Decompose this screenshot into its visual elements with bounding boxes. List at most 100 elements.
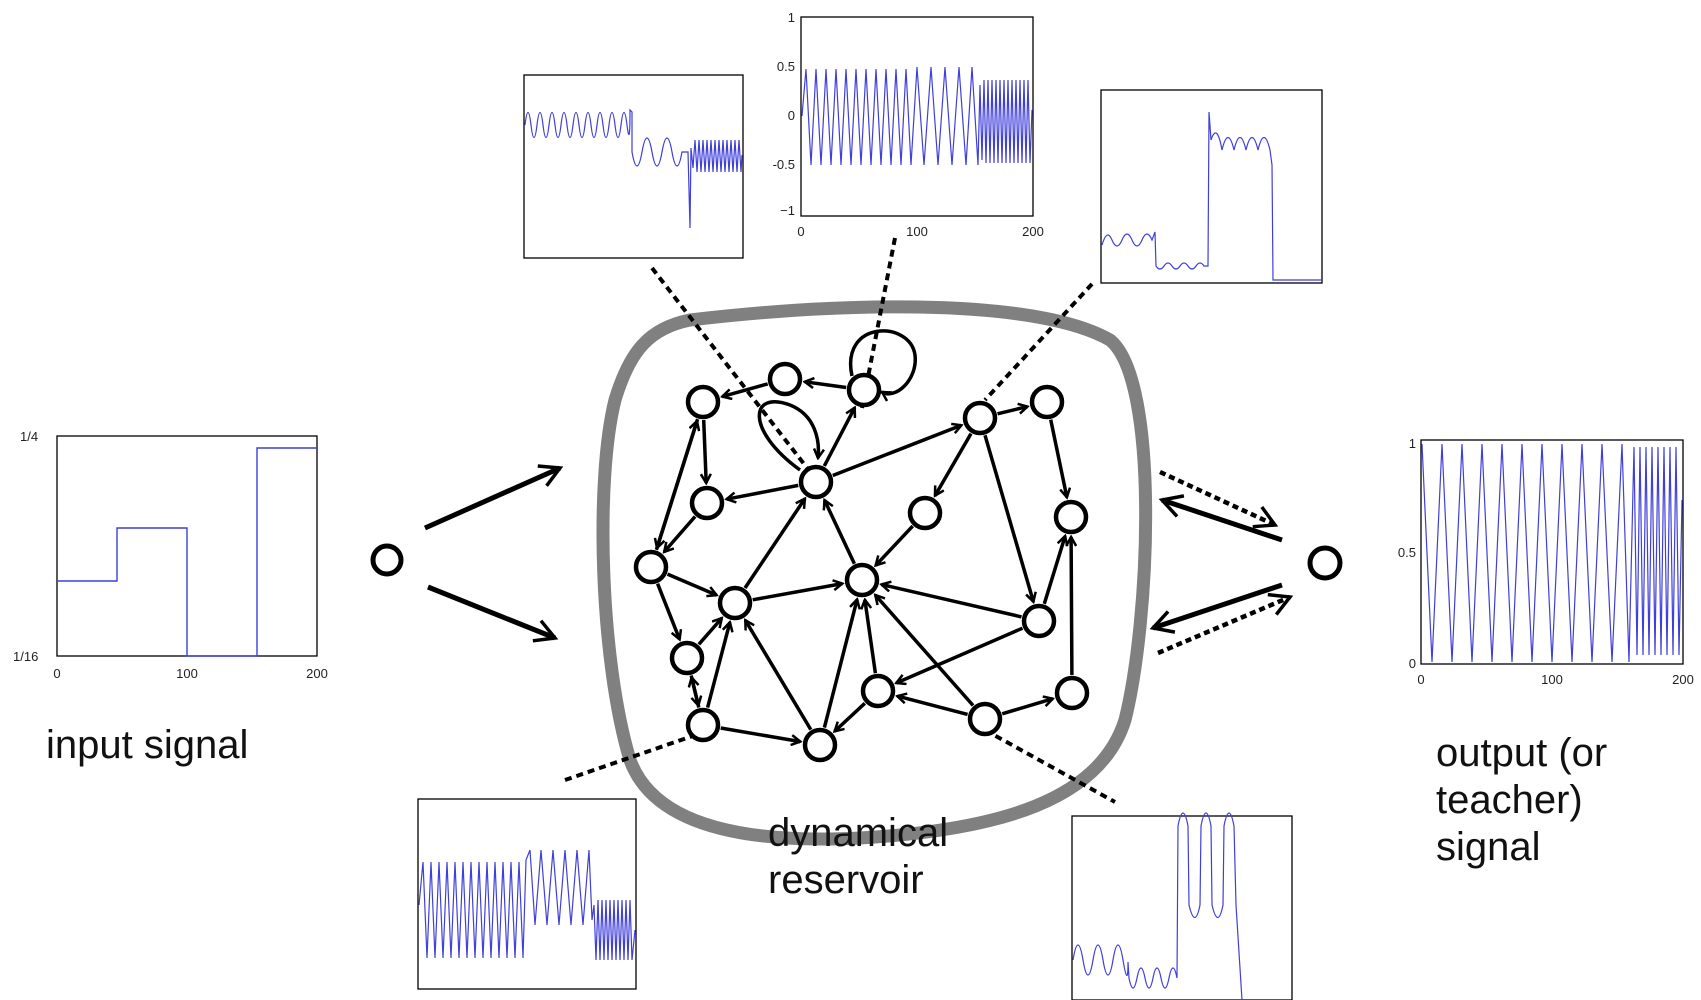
reservoir-neuron	[802, 727, 838, 763]
connection-arrow	[1042, 536, 1065, 605]
reservoir-neuron	[685, 707, 721, 743]
reservoir-neuron	[669, 640, 705, 676]
x-tick: 100	[906, 224, 928, 239]
y-tick: −1	[780, 203, 795, 218]
reservoir-neuron	[962, 400, 998, 436]
connection-arrow	[752, 584, 843, 602]
dynamical-reservoir-label: dynamical reservoir	[768, 810, 948, 904]
connection-arrow	[805, 382, 847, 390]
self-loop-arrow	[757, 400, 818, 472]
reservoir-neuron	[1029, 384, 1065, 420]
activation-trace	[418, 849, 636, 961]
x-tick: 0	[53, 666, 60, 681]
self-loop-arrow	[848, 329, 917, 394]
neuron-activation-plot-top-right	[1100, 89, 1323, 284]
connection-arrow	[720, 726, 801, 742]
input-neuron	[370, 543, 404, 577]
connection-arrow	[896, 626, 1024, 683]
reservoir-neuron	[767, 361, 803, 397]
x-tick: 100	[1541, 672, 1563, 687]
reservoir-neuron	[860, 673, 896, 709]
reservoir-neuron	[907, 495, 943, 531]
reservoir-neuron	[717, 585, 753, 621]
y-tick: 0.5	[777, 59, 795, 74]
input-arrow-lower	[427, 584, 559, 643]
y-tick: 0	[788, 108, 795, 123]
neuron-activation-plot-bottom-left	[417, 798, 637, 990]
reservoir-neuron	[633, 549, 669, 585]
neuron-activation-plot-bottom-right	[1071, 812, 1293, 1000]
x-tick: 200	[306, 666, 328, 681]
activation-trace	[524, 108, 743, 229]
y-tick: 1	[1409, 436, 1416, 451]
output-signal-label: output (or teacher) signal	[1436, 730, 1607, 872]
reservoir-to-output-arrow-lower	[1157, 592, 1294, 656]
reservoir-neuron	[1021, 603, 1057, 639]
input-arrow-upper	[423, 464, 564, 531]
output-label-line-1: output (or	[1436, 731, 1608, 775]
y-tick: 1/4	[20, 429, 38, 444]
connection-arrow	[822, 599, 857, 729]
activation-trace	[801, 66, 1033, 166]
reservoir-neuron	[689, 485, 725, 521]
connection-arrow	[654, 421, 697, 551]
reservoir-neuron	[844, 562, 880, 598]
x-tick: 100	[176, 666, 198, 681]
y-tick: 0	[1409, 656, 1416, 671]
y-tick: 1	[788, 10, 795, 25]
y-tick: 1/16	[13, 649, 38, 664]
connection-arrow	[722, 382, 769, 397]
reservoir-neuron	[798, 464, 834, 500]
y-tick: 0.5	[1398, 545, 1416, 560]
connection-arrow	[835, 702, 866, 731]
connection-arrow	[865, 600, 878, 674]
x-tick: 0	[797, 224, 804, 239]
reservoir-neuron	[685, 384, 721, 420]
connection-arrow	[697, 618, 722, 646]
x-tick: 200	[1022, 224, 1044, 239]
output-label-line-3: signal	[1436, 825, 1541, 870]
connection-arrow	[997, 407, 1028, 416]
reservoir-to-output-arrow-upper	[1159, 469, 1279, 529]
connection-arrow	[1048, 419, 1067, 498]
connection-arrow	[1001, 699, 1053, 716]
reservoir-neuron	[967, 701, 1003, 737]
output-neuron	[1307, 545, 1343, 581]
output-to-reservoir-arrow-upper	[1158, 494, 1283, 543]
output-label-line-2: teacher)	[1436, 778, 1583, 823]
connection-arrow	[933, 432, 973, 496]
reservoir-neuron	[1053, 499, 1089, 535]
connection-arrow	[743, 620, 813, 731]
input-signal-plot: 1/4 1/16 0 100 200	[13, 429, 328, 681]
connection-arrow	[822, 408, 857, 467]
connection-arrow	[727, 483, 799, 499]
connection-arrow	[897, 696, 969, 717]
connection-arrow	[705, 622, 730, 709]
connection-arrow	[743, 499, 807, 589]
activation-trace	[1072, 812, 1243, 1000]
connection-arrow	[876, 524, 914, 565]
probe-leaders	[564, 237, 1116, 804]
neuron-activation-plot-top-left	[523, 74, 744, 259]
neuron-activation-plot-top-center: 1 0.5 0 -0.5 −1 0 100 200	[773, 10, 1044, 239]
connection-arrow	[1071, 537, 1072, 676]
input-signal-trace	[57, 447, 317, 657]
connection-arrow	[655, 583, 680, 640]
output-signal-plot: 1 0.5 0 0 100 200	[1398, 436, 1694, 687]
activation-trace	[1101, 111, 1322, 281]
reservoir-neuron	[1054, 675, 1090, 711]
connection-arrow	[832, 425, 962, 478]
reservoir-neuron	[846, 372, 882, 408]
connection-arrow	[825, 500, 856, 565]
x-tick: 0	[1417, 672, 1424, 687]
y-tick: -0.5	[773, 157, 795, 172]
reservoir-label-line-2: reservoir	[768, 858, 924, 903]
connection-arrow	[875, 595, 975, 707]
connection-arrow	[983, 434, 1033, 602]
connection-arrow	[704, 419, 707, 483]
reservoir-outline	[596, 300, 1153, 846]
connection-arrow	[666, 572, 717, 595]
output-to-reservoir-arrow-lower	[1149, 582, 1283, 634]
reservoir-neurons	[633, 361, 1090, 763]
